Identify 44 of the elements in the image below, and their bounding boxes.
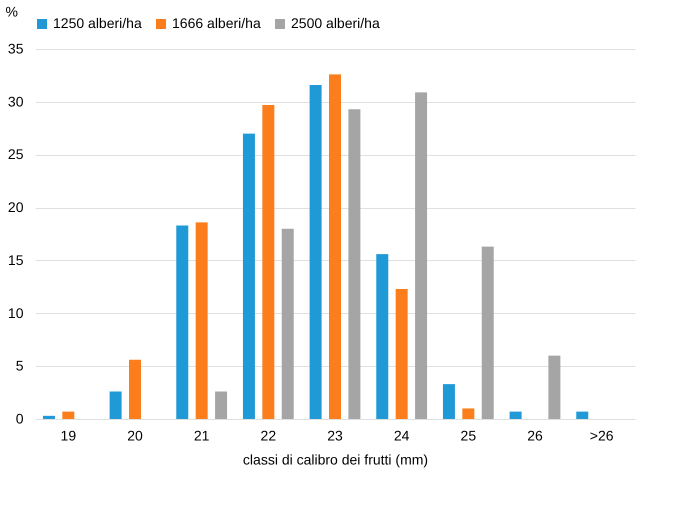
x-tick-label: 21 <box>194 428 210 444</box>
bar <box>348 109 360 419</box>
x-tick-label: >26 <box>590 428 614 444</box>
bar <box>462 408 474 419</box>
bar <box>576 412 588 419</box>
bar <box>548 356 560 419</box>
x-tick-label: 24 <box>394 428 410 444</box>
x-tick-label: 26 <box>527 428 543 444</box>
legend-label: 1250 alberi/ha <box>53 15 142 31</box>
bar <box>329 74 341 419</box>
x-tick-label: 22 <box>260 428 276 444</box>
bar <box>262 105 274 419</box>
x-axis-title: classi di calibro dei frutti (mm) <box>242 452 428 468</box>
x-tick-label: 20 <box>127 428 143 444</box>
bar <box>415 92 428 419</box>
bar <box>110 392 122 419</box>
bar <box>62 412 74 419</box>
y-tick-label: 25 <box>8 146 24 162</box>
y-axis-title: % <box>6 4 18 20</box>
bar <box>442 384 455 419</box>
y-tick-label: 5 <box>16 358 24 374</box>
y-tick-label: 15 <box>8 252 24 268</box>
bar <box>482 246 494 419</box>
bar <box>242 134 255 419</box>
bar <box>176 226 188 419</box>
bar <box>396 288 408 419</box>
bar <box>129 360 141 419</box>
y-tick-label: 35 <box>8 40 24 56</box>
bar <box>310 84 322 419</box>
bar <box>376 254 388 419</box>
x-tick-label: 23 <box>327 428 343 444</box>
x-tick-label: 25 <box>460 428 476 444</box>
bar <box>510 412 522 419</box>
y-tick-label: 30 <box>8 93 24 110</box>
legend-label: 1666 alberi/ha <box>172 15 261 31</box>
legend-label: 2500 alberi/ha <box>291 15 380 31</box>
bar <box>282 228 294 419</box>
bar <box>42 416 55 419</box>
x-tick-label: 19 <box>60 428 76 444</box>
bar <box>215 392 228 419</box>
bar <box>196 222 208 419</box>
y-tick-label: 10 <box>8 304 24 321</box>
y-tick-label: 20 <box>8 199 24 216</box>
y-tick-label: 0 <box>16 410 24 426</box>
